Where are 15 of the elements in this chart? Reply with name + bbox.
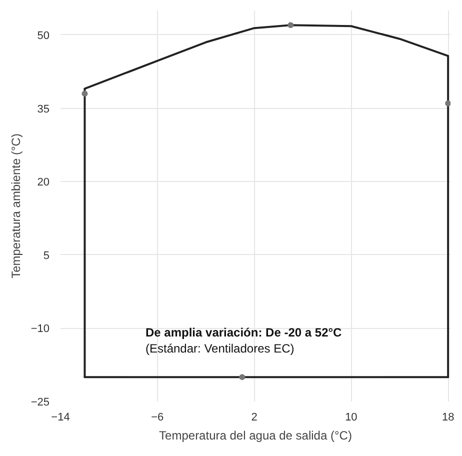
x-tick-label: −6 xyxy=(151,412,164,424)
x-axis-title: Temperatura del agua de salida (°C) xyxy=(159,428,352,442)
annotation: De amplia variación: De -20 a 52°C xyxy=(146,326,342,340)
y-tick-label: −10 xyxy=(30,323,50,336)
x-tick-label: 2 xyxy=(251,412,258,424)
y-tick-label: 5 xyxy=(43,250,50,262)
y-tick-label: 35 xyxy=(37,103,50,116)
annotation: (Estándar: Ventiladores EC) xyxy=(146,342,294,356)
y-axis-title: Temperatura ambiente (°C) xyxy=(8,134,23,278)
x-tick-label: −14 xyxy=(51,412,70,424)
x-tick-label: 10 xyxy=(345,412,358,424)
y-tick-label: 50 xyxy=(37,30,50,42)
y-tick-label: 20 xyxy=(37,176,50,189)
y-tick-label: −25 xyxy=(30,396,50,408)
x-tick-label: 18 xyxy=(442,412,454,424)
